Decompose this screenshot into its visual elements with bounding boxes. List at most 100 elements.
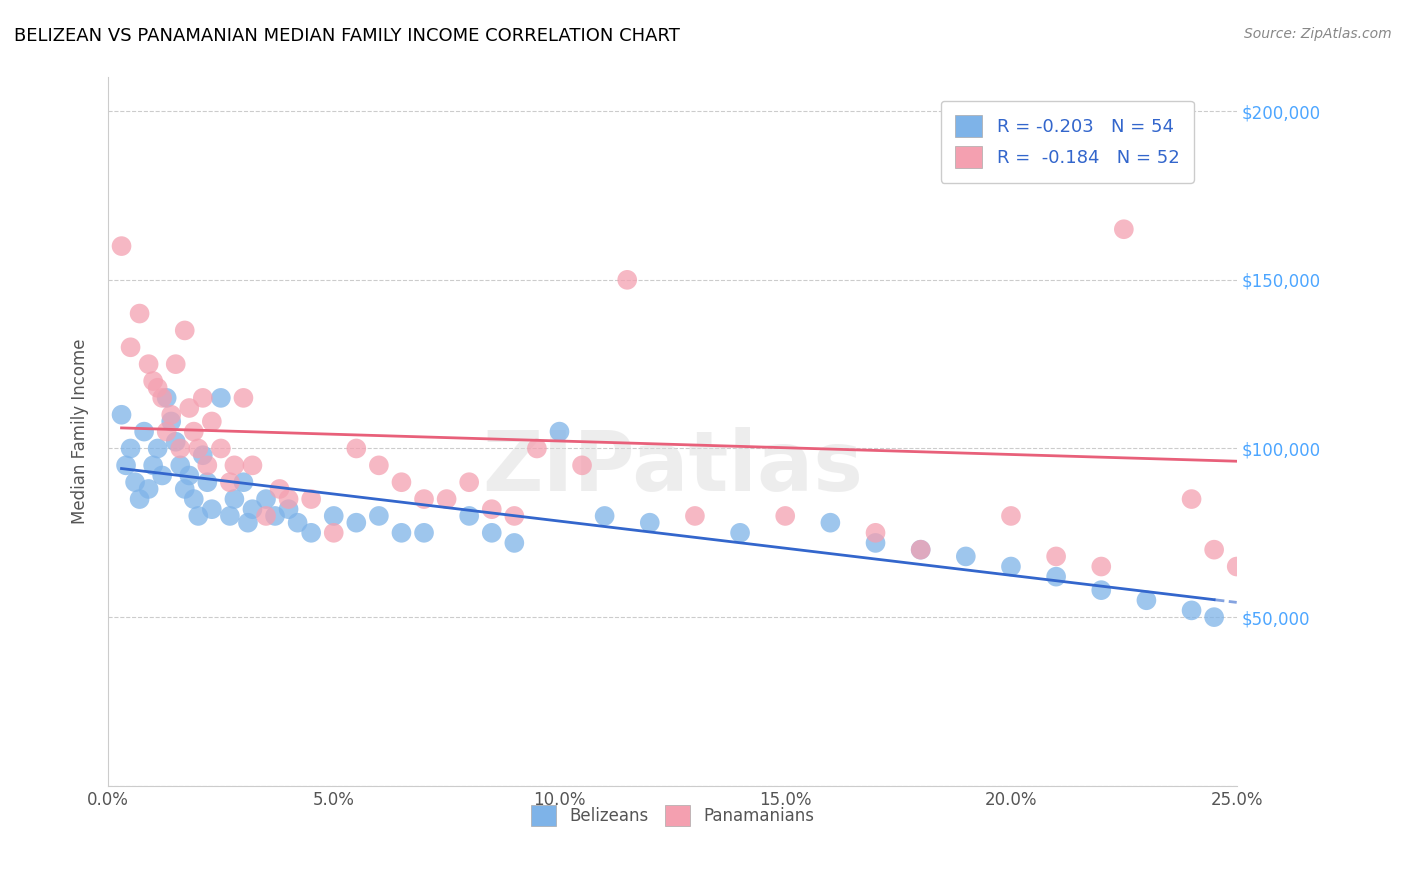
Point xyxy=(481,525,503,540)
Text: ZIPatlas: ZIPatlas xyxy=(482,426,863,508)
Point xyxy=(1204,610,1226,624)
Point xyxy=(1045,569,1067,583)
Point xyxy=(503,508,526,523)
Point xyxy=(169,442,191,456)
Point xyxy=(209,442,232,456)
Point xyxy=(254,508,277,523)
Point xyxy=(367,508,389,523)
Point xyxy=(616,273,638,287)
Point xyxy=(183,425,205,439)
Point xyxy=(142,458,165,473)
Point xyxy=(224,492,246,507)
Point xyxy=(277,492,299,507)
Point xyxy=(232,391,254,405)
Point xyxy=(322,525,344,540)
Point xyxy=(548,425,571,439)
Point xyxy=(132,425,155,439)
Point xyxy=(173,482,195,496)
Point xyxy=(242,502,264,516)
Point xyxy=(156,425,179,439)
Point xyxy=(187,442,209,456)
Point xyxy=(191,391,214,405)
Point xyxy=(156,391,179,405)
Point xyxy=(458,508,481,523)
Point xyxy=(224,458,246,473)
Point xyxy=(242,458,264,473)
Point xyxy=(179,468,201,483)
Point xyxy=(165,434,187,449)
Point xyxy=(571,458,593,473)
Point xyxy=(287,516,309,530)
Point xyxy=(391,475,413,490)
Point xyxy=(1204,542,1226,557)
Point xyxy=(264,508,287,523)
Point xyxy=(110,408,132,422)
Point xyxy=(322,508,344,523)
Point xyxy=(236,516,259,530)
Point xyxy=(503,536,526,550)
Point xyxy=(277,502,299,516)
Point xyxy=(191,448,214,462)
Point xyxy=(344,516,367,530)
Point xyxy=(169,458,191,473)
Point xyxy=(299,492,322,507)
Point xyxy=(201,415,224,429)
Point xyxy=(1135,154,1157,169)
Point xyxy=(138,357,160,371)
Point xyxy=(728,525,751,540)
Point xyxy=(120,340,142,354)
Point xyxy=(910,542,932,557)
Point xyxy=(150,391,173,405)
Point xyxy=(1135,593,1157,607)
Point xyxy=(110,239,132,253)
Point xyxy=(458,475,481,490)
Point xyxy=(436,492,458,507)
Point xyxy=(269,482,291,496)
Point xyxy=(115,458,138,473)
Point xyxy=(526,442,548,456)
Point xyxy=(865,525,887,540)
Point xyxy=(201,502,224,516)
Point xyxy=(1180,492,1202,507)
Point xyxy=(683,508,706,523)
Point xyxy=(773,508,796,523)
Point xyxy=(299,525,322,540)
Point xyxy=(142,374,165,388)
Point xyxy=(1090,583,1112,598)
Point xyxy=(413,525,436,540)
Point xyxy=(1112,222,1135,236)
Point xyxy=(160,408,183,422)
Point xyxy=(254,492,277,507)
Point xyxy=(1000,508,1022,523)
Point xyxy=(413,492,436,507)
Point xyxy=(179,401,201,415)
Point xyxy=(138,482,160,496)
Point xyxy=(128,307,150,321)
Point xyxy=(124,475,146,490)
Point xyxy=(865,536,887,550)
Legend: Belizeans, Panamanians: Belizeans, Panamanians xyxy=(522,797,823,834)
Point xyxy=(150,468,173,483)
Point xyxy=(173,323,195,337)
Point xyxy=(128,492,150,507)
Point xyxy=(481,502,503,516)
Point xyxy=(195,458,218,473)
Point xyxy=(344,442,367,456)
Point xyxy=(146,381,169,395)
Point xyxy=(1180,603,1202,617)
Text: Source: ZipAtlas.com: Source: ZipAtlas.com xyxy=(1244,27,1392,41)
Point xyxy=(1000,559,1022,574)
Point xyxy=(638,516,661,530)
Point xyxy=(160,415,183,429)
Point xyxy=(1045,549,1067,564)
Point xyxy=(219,475,242,490)
Point xyxy=(187,508,209,523)
Point xyxy=(209,391,232,405)
Y-axis label: Median Family Income: Median Family Income xyxy=(72,339,89,524)
Point xyxy=(232,475,254,490)
Point xyxy=(1090,559,1112,574)
Point xyxy=(165,357,187,371)
Point xyxy=(910,542,932,557)
Point xyxy=(146,442,169,456)
Point xyxy=(820,516,842,530)
